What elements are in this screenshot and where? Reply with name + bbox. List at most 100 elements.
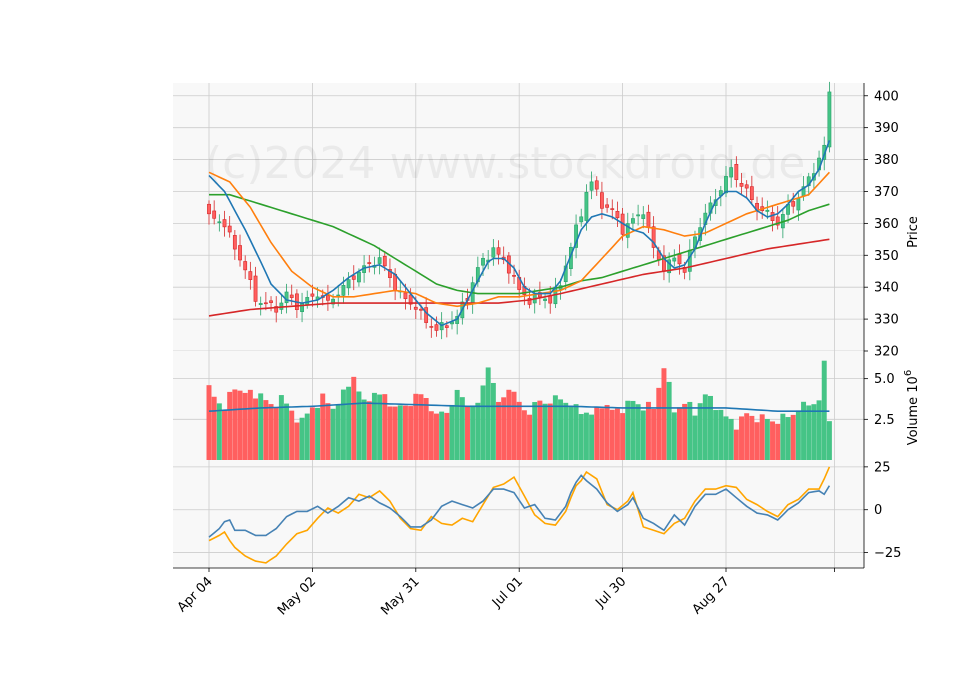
volume-bar	[723, 416, 729, 460]
volume-bar	[258, 393, 264, 460]
volume-bar	[356, 391, 362, 460]
candle-body	[263, 302, 268, 305]
volume-bar	[645, 401, 651, 460]
volume-bar	[361, 399, 367, 460]
price-axis: 320 330 340 350 360 370 380 390 400	[864, 89, 899, 360]
oscillator-signal-line	[208, 466, 831, 564]
volume-bar	[640, 410, 646, 460]
volume-bar	[821, 360, 827, 460]
candle-body	[207, 203, 211, 215]
volume-axis: 2.5 5.0	[864, 372, 895, 428]
candle-body	[677, 254, 682, 265]
candle-body	[403, 292, 408, 300]
volume-bar	[811, 404, 817, 460]
volume-bar	[537, 400, 543, 460]
volume-bar	[671, 412, 677, 460]
volume-bar	[377, 394, 383, 460]
volume-bar	[465, 406, 470, 460]
candle-body	[739, 183, 744, 187]
y-tick-label: −25	[874, 546, 901, 561]
x-tick-label: Aug 27	[690, 574, 733, 617]
candle-body	[537, 292, 542, 298]
candle-body	[765, 209, 770, 212]
volume-bar	[552, 395, 558, 460]
volume-bar	[692, 415, 698, 460]
candle-body	[305, 297, 310, 305]
candle-body	[217, 221, 222, 224]
volume-bar	[511, 391, 517, 460]
candle-body	[775, 216, 780, 226]
volume-bar	[826, 421, 832, 460]
candle-body	[651, 226, 656, 248]
volume-bar	[516, 401, 522, 460]
volume-bar	[485, 367, 491, 460]
y-tick-label: 330	[874, 313, 899, 328]
volume-bar	[651, 408, 657, 460]
volume-bar	[620, 413, 626, 460]
candle-body	[687, 249, 692, 272]
volume-bar	[408, 406, 414, 460]
candle-body	[589, 181, 594, 191]
candle-body	[631, 218, 635, 224]
candle-body	[543, 298, 547, 301]
candle-body	[791, 201, 796, 207]
volume-bar	[206, 385, 212, 460]
candle-body	[584, 192, 589, 221]
volume-bar	[242, 392, 248, 460]
candle-body	[672, 257, 677, 262]
candle-body	[744, 184, 749, 189]
volume-bar	[459, 397, 465, 460]
volume-bar	[371, 392, 377, 460]
candle-body	[274, 306, 279, 313]
volume-bar	[470, 405, 476, 460]
volume-bar	[501, 397, 507, 460]
x-tick-label: Apr 04	[175, 574, 216, 615]
candle-body	[636, 214, 641, 217]
volume-bar	[775, 423, 781, 460]
volume-bar	[418, 394, 424, 460]
oscillator-lines	[208, 466, 831, 564]
volume-bar	[527, 414, 533, 460]
volume-bar	[708, 395, 713, 460]
y-tick-label: 340	[874, 281, 899, 296]
volume-bar	[397, 405, 403, 460]
volume-bar	[211, 396, 217, 460]
oscillator-axis: −25 0 25	[864, 460, 901, 561]
volume-bar	[444, 412, 450, 460]
volume-bar	[382, 394, 388, 460]
y-tick-label: 370	[874, 185, 899, 200]
candle-body	[646, 211, 651, 228]
volume-bar	[490, 382, 496, 460]
candle-body	[419, 308, 423, 311]
volume-bar	[599, 408, 605, 460]
volume-bars	[206, 360, 832, 460]
candle-body	[253, 275, 258, 302]
candle-body	[284, 291, 289, 304]
volume-bar	[340, 389, 346, 460]
volume-bar	[351, 376, 357, 460]
x-tick-label: May 02	[275, 574, 319, 618]
candle-body	[434, 324, 439, 331]
volume-bar	[630, 400, 636, 460]
volume-bar	[309, 407, 315, 460]
moving-average-slow	[209, 193, 830, 295]
candle-body	[258, 303, 263, 305]
volume-bar	[402, 405, 408, 460]
volume-bar	[558, 399, 564, 460]
volume-bar	[315, 407, 321, 460]
volume-bar	[480, 385, 486, 460]
volume-bar	[449, 404, 455, 460]
volume-bar	[568, 405, 574, 460]
volume-bar	[583, 412, 589, 460]
oscillator-main-line	[208, 474, 831, 538]
candle-body	[729, 167, 734, 178]
volume-panel: 2.5 5.0 Volume 106	[173, 351, 921, 460]
candle-body	[377, 257, 382, 264]
candle-body	[269, 300, 273, 303]
price-axis-label: Price	[906, 216, 921, 248]
volume-bar	[604, 405, 610, 460]
volume-bar	[521, 410, 527, 460]
volume-bar	[278, 395, 284, 460]
volume-bar	[749, 415, 755, 460]
oscillator-panel: −25 0 25	[173, 460, 901, 568]
